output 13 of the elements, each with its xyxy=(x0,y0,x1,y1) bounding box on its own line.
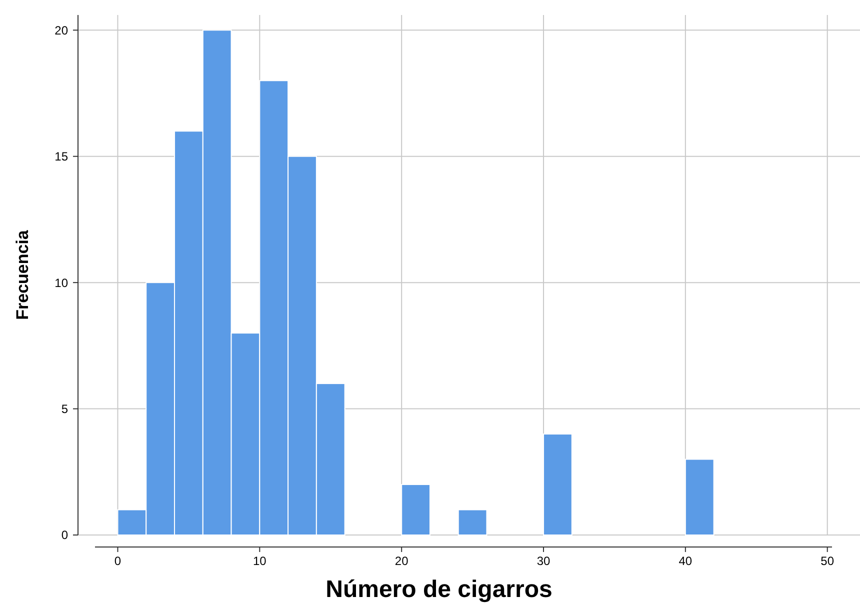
x-tick-label: 0 xyxy=(114,554,122,568)
y-tick-label: 5 xyxy=(61,402,68,416)
x-tick-label: 40 xyxy=(678,554,692,568)
x-tick-label: 50 xyxy=(820,554,834,568)
y-tick-label: 15 xyxy=(54,150,68,164)
y-axis-title: Frecuencia xyxy=(13,230,32,320)
x-tick-label: 20 xyxy=(394,554,409,568)
y-tick-label: 10 xyxy=(54,276,68,290)
x-tick-label: 30 xyxy=(536,554,551,568)
y-tick-label: 0 xyxy=(61,528,68,542)
x-tick-label: 10 xyxy=(252,554,267,568)
y-tick-label: 20 xyxy=(54,23,68,38)
x-axis-title: Número de cigarros xyxy=(326,576,552,603)
